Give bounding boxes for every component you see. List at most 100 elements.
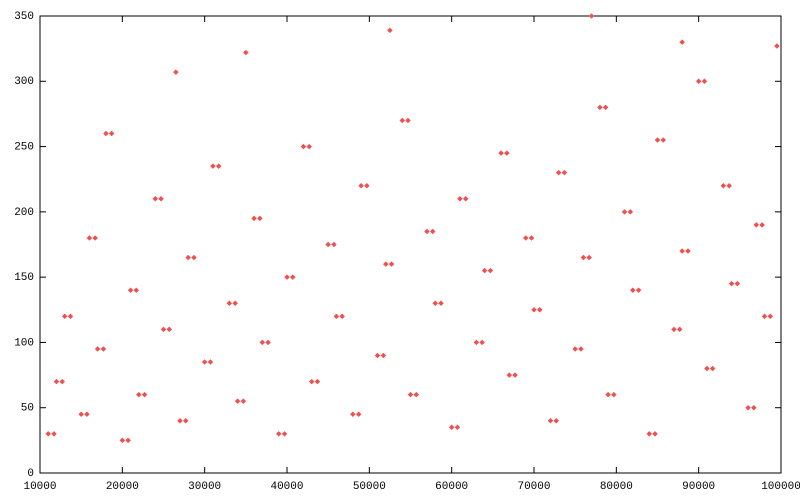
point bbox=[629, 287, 636, 294]
point bbox=[300, 143, 307, 150]
x-tick-label: 70000 bbox=[517, 481, 550, 493]
point bbox=[256, 215, 263, 222]
point bbox=[185, 254, 192, 261]
point bbox=[627, 209, 634, 215]
point bbox=[387, 27, 393, 34]
point bbox=[382, 261, 389, 267]
point bbox=[166, 326, 173, 333]
point bbox=[512, 372, 518, 378]
y-tick-label: 350 bbox=[14, 11, 34, 23]
y-tick-label: 100 bbox=[14, 337, 34, 349]
point bbox=[234, 398, 241, 405]
point bbox=[325, 241, 332, 248]
x-tick-label: 40000 bbox=[270, 481, 303, 493]
point bbox=[531, 306, 537, 313]
point bbox=[314, 378, 321, 385]
point bbox=[53, 378, 60, 385]
x-tick-label: 80000 bbox=[600, 481, 633, 493]
y-tick-label: 50 bbox=[21, 403, 34, 415]
point bbox=[528, 235, 535, 241]
point bbox=[388, 261, 395, 267]
point bbox=[182, 417, 189, 424]
point bbox=[413, 391, 420, 398]
point bbox=[94, 346, 101, 352]
point bbox=[561, 169, 568, 176]
point bbox=[536, 306, 543, 313]
point bbox=[51, 430, 57, 437]
point bbox=[481, 267, 488, 274]
point bbox=[232, 300, 238, 307]
point bbox=[750, 404, 757, 411]
point bbox=[728, 280, 735, 287]
point bbox=[424, 228, 430, 235]
point bbox=[364, 182, 370, 189]
point bbox=[462, 195, 469, 202]
point bbox=[457, 195, 463, 202]
point bbox=[201, 359, 208, 365]
point bbox=[709, 365, 716, 372]
point bbox=[92, 235, 99, 241]
point bbox=[133, 287, 140, 294]
point bbox=[652, 430, 658, 437]
point bbox=[141, 391, 148, 398]
point bbox=[350, 411, 356, 418]
point bbox=[438, 300, 444, 307]
point bbox=[753, 222, 760, 228]
point bbox=[572, 346, 579, 352]
x-tick-label: 20000 bbox=[106, 481, 139, 493]
x-tick-label: 60000 bbox=[435, 481, 468, 493]
point bbox=[355, 411, 362, 418]
point bbox=[240, 398, 247, 405]
point bbox=[45, 430, 52, 437]
point bbox=[289, 274, 296, 280]
point bbox=[177, 417, 183, 424]
x-tick-label: 50000 bbox=[353, 481, 386, 493]
point bbox=[172, 69, 179, 75]
point bbox=[679, 248, 686, 254]
point bbox=[160, 326, 167, 333]
point bbox=[259, 339, 266, 346]
point bbox=[602, 104, 609, 111]
point bbox=[215, 163, 222, 170]
point bbox=[191, 254, 197, 261]
point bbox=[611, 391, 617, 398]
point bbox=[774, 43, 780, 49]
point bbox=[660, 137, 667, 143]
point bbox=[152, 195, 159, 202]
point bbox=[331, 241, 337, 248]
x-tick-label: 30000 bbox=[188, 481, 221, 493]
point bbox=[308, 378, 315, 385]
point bbox=[597, 104, 603, 111]
point bbox=[685, 248, 691, 254]
point bbox=[503, 150, 510, 156]
point bbox=[767, 313, 774, 320]
point bbox=[578, 346, 584, 352]
point bbox=[380, 352, 387, 359]
point bbox=[158, 195, 164, 202]
point bbox=[679, 39, 686, 45]
point bbox=[726, 182, 732, 189]
point bbox=[734, 280, 741, 287]
point bbox=[671, 326, 677, 333]
point bbox=[704, 365, 710, 372]
point bbox=[84, 411, 90, 418]
point bbox=[135, 391, 142, 398]
point bbox=[676, 326, 683, 333]
point bbox=[621, 209, 628, 215]
point bbox=[242, 49, 249, 56]
x-tick-label: 100000 bbox=[761, 481, 800, 493]
point bbox=[506, 372, 513, 378]
point bbox=[580, 254, 587, 261]
point bbox=[547, 417, 554, 424]
point bbox=[720, 182, 727, 189]
point bbox=[454, 424, 461, 431]
point bbox=[701, 78, 708, 85]
point bbox=[759, 222, 765, 228]
point bbox=[103, 130, 109, 137]
point bbox=[125, 437, 131, 444]
x-tick-label: 10000 bbox=[23, 481, 56, 493]
point bbox=[358, 182, 364, 189]
point bbox=[284, 274, 290, 280]
point bbox=[654, 137, 661, 143]
point bbox=[339, 313, 346, 320]
